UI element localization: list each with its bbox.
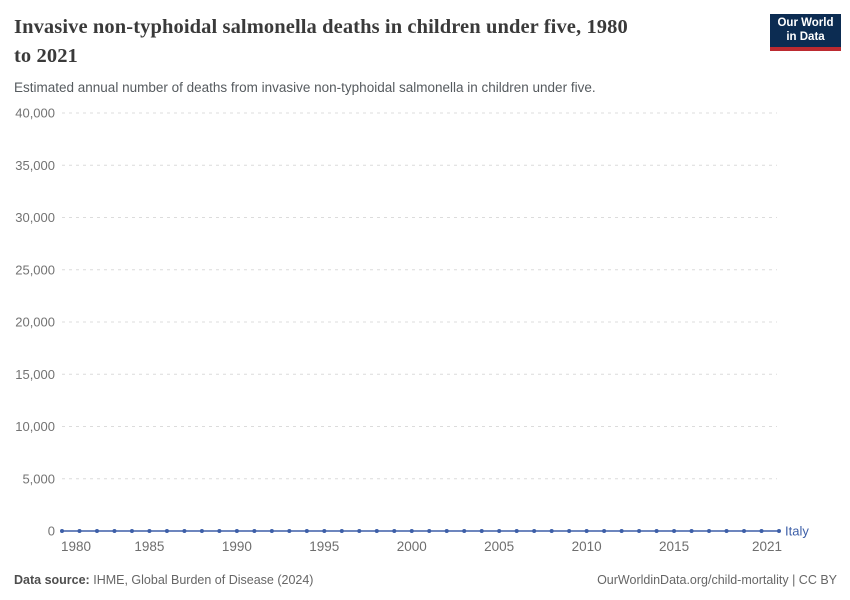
- data-point[interactable]: [462, 529, 467, 533]
- x-tick-label: 2021: [752, 539, 782, 554]
- data-point[interactable]: [584, 529, 589, 533]
- data-point[interactable]: [549, 529, 554, 533]
- data-point[interactable]: [164, 529, 169, 533]
- data-point[interactable]: [60, 529, 64, 533]
- data-point[interactable]: [217, 529, 222, 533]
- x-tick-label: 2000: [397, 539, 427, 554]
- data-point[interactable]: [392, 529, 397, 533]
- x-tick-label: 1980: [61, 539, 91, 554]
- data-point[interactable]: [94, 529, 99, 533]
- data-source: Data source: IHME, Global Burden of Dise…: [14, 573, 313, 587]
- data-source-label: Data source:: [14, 573, 90, 587]
- owid-link[interactable]: OurWorldinData.org/child-mortality: [597, 573, 789, 587]
- data-point[interactable]: [654, 529, 659, 533]
- owid-logo[interactable]: Our World in Data: [770, 14, 841, 51]
- data-point[interactable]: [724, 529, 729, 533]
- data-point[interactable]: [147, 529, 152, 533]
- data-point[interactable]: [444, 529, 449, 533]
- page-title: Invasive non-typhoidal salmonella deaths…: [14, 13, 760, 71]
- data-point[interactable]: [322, 529, 327, 533]
- y-tick-label: 5,000: [22, 471, 55, 486]
- x-tick-label: 1990: [222, 539, 252, 554]
- y-tick-label: 10,000: [15, 419, 55, 434]
- footer-attribution: OurWorldinData.org/child-mortality | CC …: [597, 573, 837, 587]
- data-point[interactable]: [77, 529, 82, 533]
- page-title-line2: to 2021: [14, 45, 78, 67]
- data-point[interactable]: [129, 529, 134, 533]
- data-point[interactable]: [427, 529, 432, 533]
- data-point[interactable]: [619, 529, 624, 533]
- data-point[interactable]: [777, 529, 781, 533]
- owid-logo-line1: Our World: [777, 17, 834, 29]
- data-point[interactable]: [112, 529, 117, 533]
- data-point[interactable]: [479, 529, 484, 533]
- data-point[interactable]: [689, 529, 694, 533]
- data-point[interactable]: [759, 529, 764, 533]
- data-point[interactable]: [532, 529, 537, 533]
- data-point[interactable]: [304, 529, 309, 533]
- y-tick-label: 0: [48, 524, 55, 539]
- owid-logo-line2: in Data: [786, 30, 825, 43]
- series-label-italy[interactable]: Italy: [785, 524, 809, 539]
- data-point[interactable]: [269, 529, 274, 533]
- data-source-value: IHME, Global Burden of Disease (2024): [93, 573, 314, 587]
- data-point[interactable]: [672, 529, 677, 533]
- data-point[interactable]: [409, 529, 414, 533]
- x-tick-label: 1985: [134, 539, 164, 554]
- data-point[interactable]: [602, 529, 607, 533]
- data-point[interactable]: [567, 529, 572, 533]
- y-tick-label: 35,000: [15, 158, 55, 173]
- x-tick-label: 2005: [484, 539, 514, 554]
- data-point[interactable]: [287, 529, 292, 533]
- y-tick-label: 30,000: [15, 210, 55, 225]
- data-point[interactable]: [252, 529, 257, 533]
- data-point[interactable]: [182, 529, 187, 533]
- data-point[interactable]: [497, 529, 502, 533]
- data-point[interactable]: [374, 529, 379, 533]
- page-title-line1: Invasive non-typhoidal salmonella deaths…: [14, 16, 628, 38]
- x-tick-label: 2010: [572, 539, 602, 554]
- page-subtitle: Estimated annual number of deaths from i…: [14, 80, 596, 95]
- y-tick-label: 25,000: [15, 262, 55, 277]
- x-tick-label: 2015: [659, 539, 689, 554]
- y-tick-label: 20,000: [15, 315, 55, 330]
- footer-separator: |: [792, 573, 796, 587]
- data-point[interactable]: [199, 529, 204, 533]
- data-point[interactable]: [357, 529, 362, 533]
- data-point[interactable]: [637, 529, 642, 533]
- chart-header: Invasive non-typhoidal salmonella deaths…: [14, 13, 760, 95]
- license-label: CC BY: [798, 573, 837, 587]
- y-tick-label: 15,000: [15, 367, 55, 382]
- chart-footer: Data source: IHME, Global Burden of Dise…: [14, 573, 837, 587]
- data-point[interactable]: [234, 529, 239, 533]
- data-point[interactable]: [339, 529, 344, 533]
- x-tick-label: 1995: [309, 539, 339, 554]
- data-point[interactable]: [514, 529, 519, 533]
- y-tick-label: 40,000: [15, 106, 55, 121]
- data-point[interactable]: [707, 529, 712, 533]
- data-point[interactable]: [742, 529, 747, 533]
